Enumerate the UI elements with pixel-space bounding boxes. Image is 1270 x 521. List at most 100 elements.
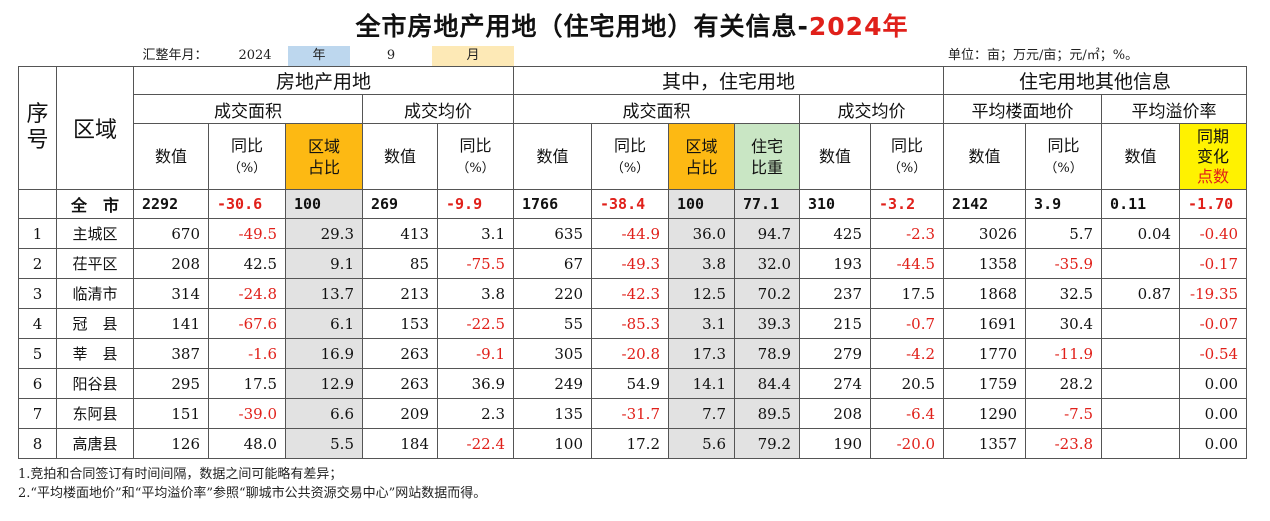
total-res-price: 310 (799, 189, 871, 219)
cell-res-area: 249 (513, 368, 592, 399)
cell-area-yoy: -49.5 (208, 218, 286, 249)
total-res-price-yoy: -3.2 (869, 189, 945, 219)
table-row: 6 阳谷县 295 17.5 12.9 263 36.9 249 54.9 14.1 84.4 274… (18, 368, 1248, 399)
cell-price: 263 (362, 338, 438, 369)
cell-seq: 6 (18, 368, 57, 399)
header-yoy: 同比 （%） (1025, 123, 1103, 190)
cell-res-price: 274 (799, 368, 871, 399)
cell-res-area: 220 (513, 278, 592, 309)
header-share-line2: 占比 (685, 157, 718, 177)
cell-res-area-yoy: -42.3 (591, 278, 669, 309)
cell-res-area-yoy: 54.9 (591, 368, 669, 399)
cell-area-yoy: 17.5 (208, 368, 286, 399)
header-yoy-unit: （%） (887, 160, 927, 176)
header-yoy-label: 同比 (613, 135, 646, 155)
cell-premium (1101, 398, 1181, 429)
header-yoy-unit: （%） (610, 160, 650, 176)
cell-res-area: 100 (513, 428, 592, 459)
cell-area: 670 (133, 218, 209, 249)
cell-res-area: 55 (513, 308, 592, 339)
header-group-real-estate: 房地产用地 (133, 66, 514, 95)
header-value: 数值 (133, 123, 209, 190)
cell-res-area-yoy: 17.2 (591, 428, 669, 459)
header-avg-floor-price: 平均楼面地价 (943, 94, 1103, 124)
cell-premium-change: 0.00 (1179, 398, 1248, 429)
cell-price: 213 (362, 278, 438, 309)
cell-res-price: 193 (799, 248, 871, 279)
cell-area: 387 (133, 338, 209, 369)
header-yoy: 同比 （%） (869, 123, 945, 190)
cell-price: 413 (362, 218, 438, 249)
cell-res-area-yoy: -44.9 (591, 218, 669, 249)
cell-floor-price: 3026 (943, 218, 1027, 249)
cell-res-price-yoy: -44.5 (869, 248, 945, 279)
table-row: 2 茌平区 208 42.5 9.1 85 -75.5 67 -49.3 3.8 32.0 193 -4… (18, 248, 1248, 279)
cell-floor-price: 1868 (943, 278, 1027, 309)
cell-res-price: 279 (799, 338, 871, 369)
cell-premium (1101, 338, 1181, 369)
header-yoy-label: 同比 (230, 135, 263, 155)
header-group-residential: 其中，住宅用地 (512, 66, 945, 95)
header-res-deal-area: 成交面积 (513, 94, 800, 124)
cell-name: 临清市 (56, 278, 134, 309)
cell-res-weight: 84.4 (734, 368, 800, 399)
cell-floor-yoy: -35.9 (1025, 248, 1103, 279)
cell-floor-yoy: 28.2 (1025, 368, 1103, 399)
cell-area-yoy: -24.8 (208, 278, 286, 309)
cell-res-share: 17.3 (668, 338, 735, 369)
report-sheet: 全市房地产用地（住宅用地）有关信息-2024年 汇整年月： 2024 年 9 月… (18, 8, 1248, 503)
header-yoy: 同比 （%） (591, 123, 669, 190)
cell-area: 295 (133, 368, 209, 399)
cell-price: 85 (362, 248, 438, 279)
cell-floor-yoy: -7.5 (1025, 398, 1103, 429)
header-yoy-label: 同比 (1047, 135, 1080, 155)
header-district: 区域 (56, 66, 134, 190)
cell-premium-change: -0.17 (1179, 248, 1248, 279)
year-unit-cell: 年 (288, 46, 350, 66)
cell-price-yoy: -22.5 (437, 308, 514, 339)
cell-price-yoy: 3.8 (437, 278, 514, 309)
header-yoy-unit: （%） (227, 160, 267, 176)
cell-area-yoy: 42.5 (208, 248, 286, 279)
cell-area-share: 6.1 (285, 308, 363, 339)
cell-price: 209 (362, 398, 438, 429)
cell-floor-price: 1691 (943, 308, 1027, 339)
cell-premium-change: 0.00 (1179, 368, 1248, 399)
cell-floor-price: 1290 (943, 398, 1027, 429)
cell-res-area-yoy: -31.7 (591, 398, 669, 429)
table-body: 1 主城区 670 -49.5 29.3 413 3.1 635 -44.9 36.0 94.7 42… (18, 218, 1248, 459)
cell-res-share: 3.1 (668, 308, 735, 339)
total-price: 269 (362, 189, 438, 219)
header-value: 数值 (943, 123, 1027, 190)
cell-premium-change: -0.54 (1179, 338, 1248, 369)
cell-floor-price: 1358 (943, 248, 1027, 279)
total-floor-price: 2142 (943, 189, 1027, 219)
footnotes: 1.竞拍和合同签订有时间间隔，数据之间可能略有差异； 2.“平均楼面地价”和“平… (18, 459, 1246, 503)
cell-floor-yoy: -23.8 (1025, 428, 1103, 459)
cell-res-price-yoy: -0.7 (869, 308, 945, 339)
header-weight: 住宅 比重 (734, 123, 800, 190)
month-cell[interactable]: 9 (386, 48, 396, 63)
header-share-line1: 区域 (307, 136, 340, 156)
cell-name: 东阿县 (56, 398, 134, 429)
cell-res-weight: 70.2 (734, 278, 800, 309)
cell-area: 208 (133, 248, 209, 279)
cell-price-yoy: -9.1 (437, 338, 514, 369)
cell-area-yoy: -67.6 (208, 308, 286, 339)
total-res-area-yoy: -38.4 (591, 189, 669, 219)
cell-res-area-yoy: -20.8 (591, 338, 669, 369)
cell-res-share: 36.0 (668, 218, 735, 249)
cell-area-yoy: 48.0 (208, 428, 286, 459)
cell-premium: 0.04 (1101, 218, 1181, 249)
cell-res-area-yoy: -49.3 (591, 248, 669, 279)
cell-area-share: 5.5 (285, 428, 363, 459)
header-yoy-label: 同比 (891, 135, 924, 155)
cell-area-share: 16.9 (285, 338, 363, 369)
year-cell[interactable]: 2024 (238, 48, 272, 63)
table-row: 1 主城区 670 -49.5 29.3 413 3.1 635 -44.9 36.0 94.7 42… (18, 218, 1248, 249)
cell-res-weight: 89.5 (734, 398, 800, 429)
total-premium-change: -1.70 (1179, 189, 1248, 219)
cell-price: 184 (362, 428, 438, 459)
